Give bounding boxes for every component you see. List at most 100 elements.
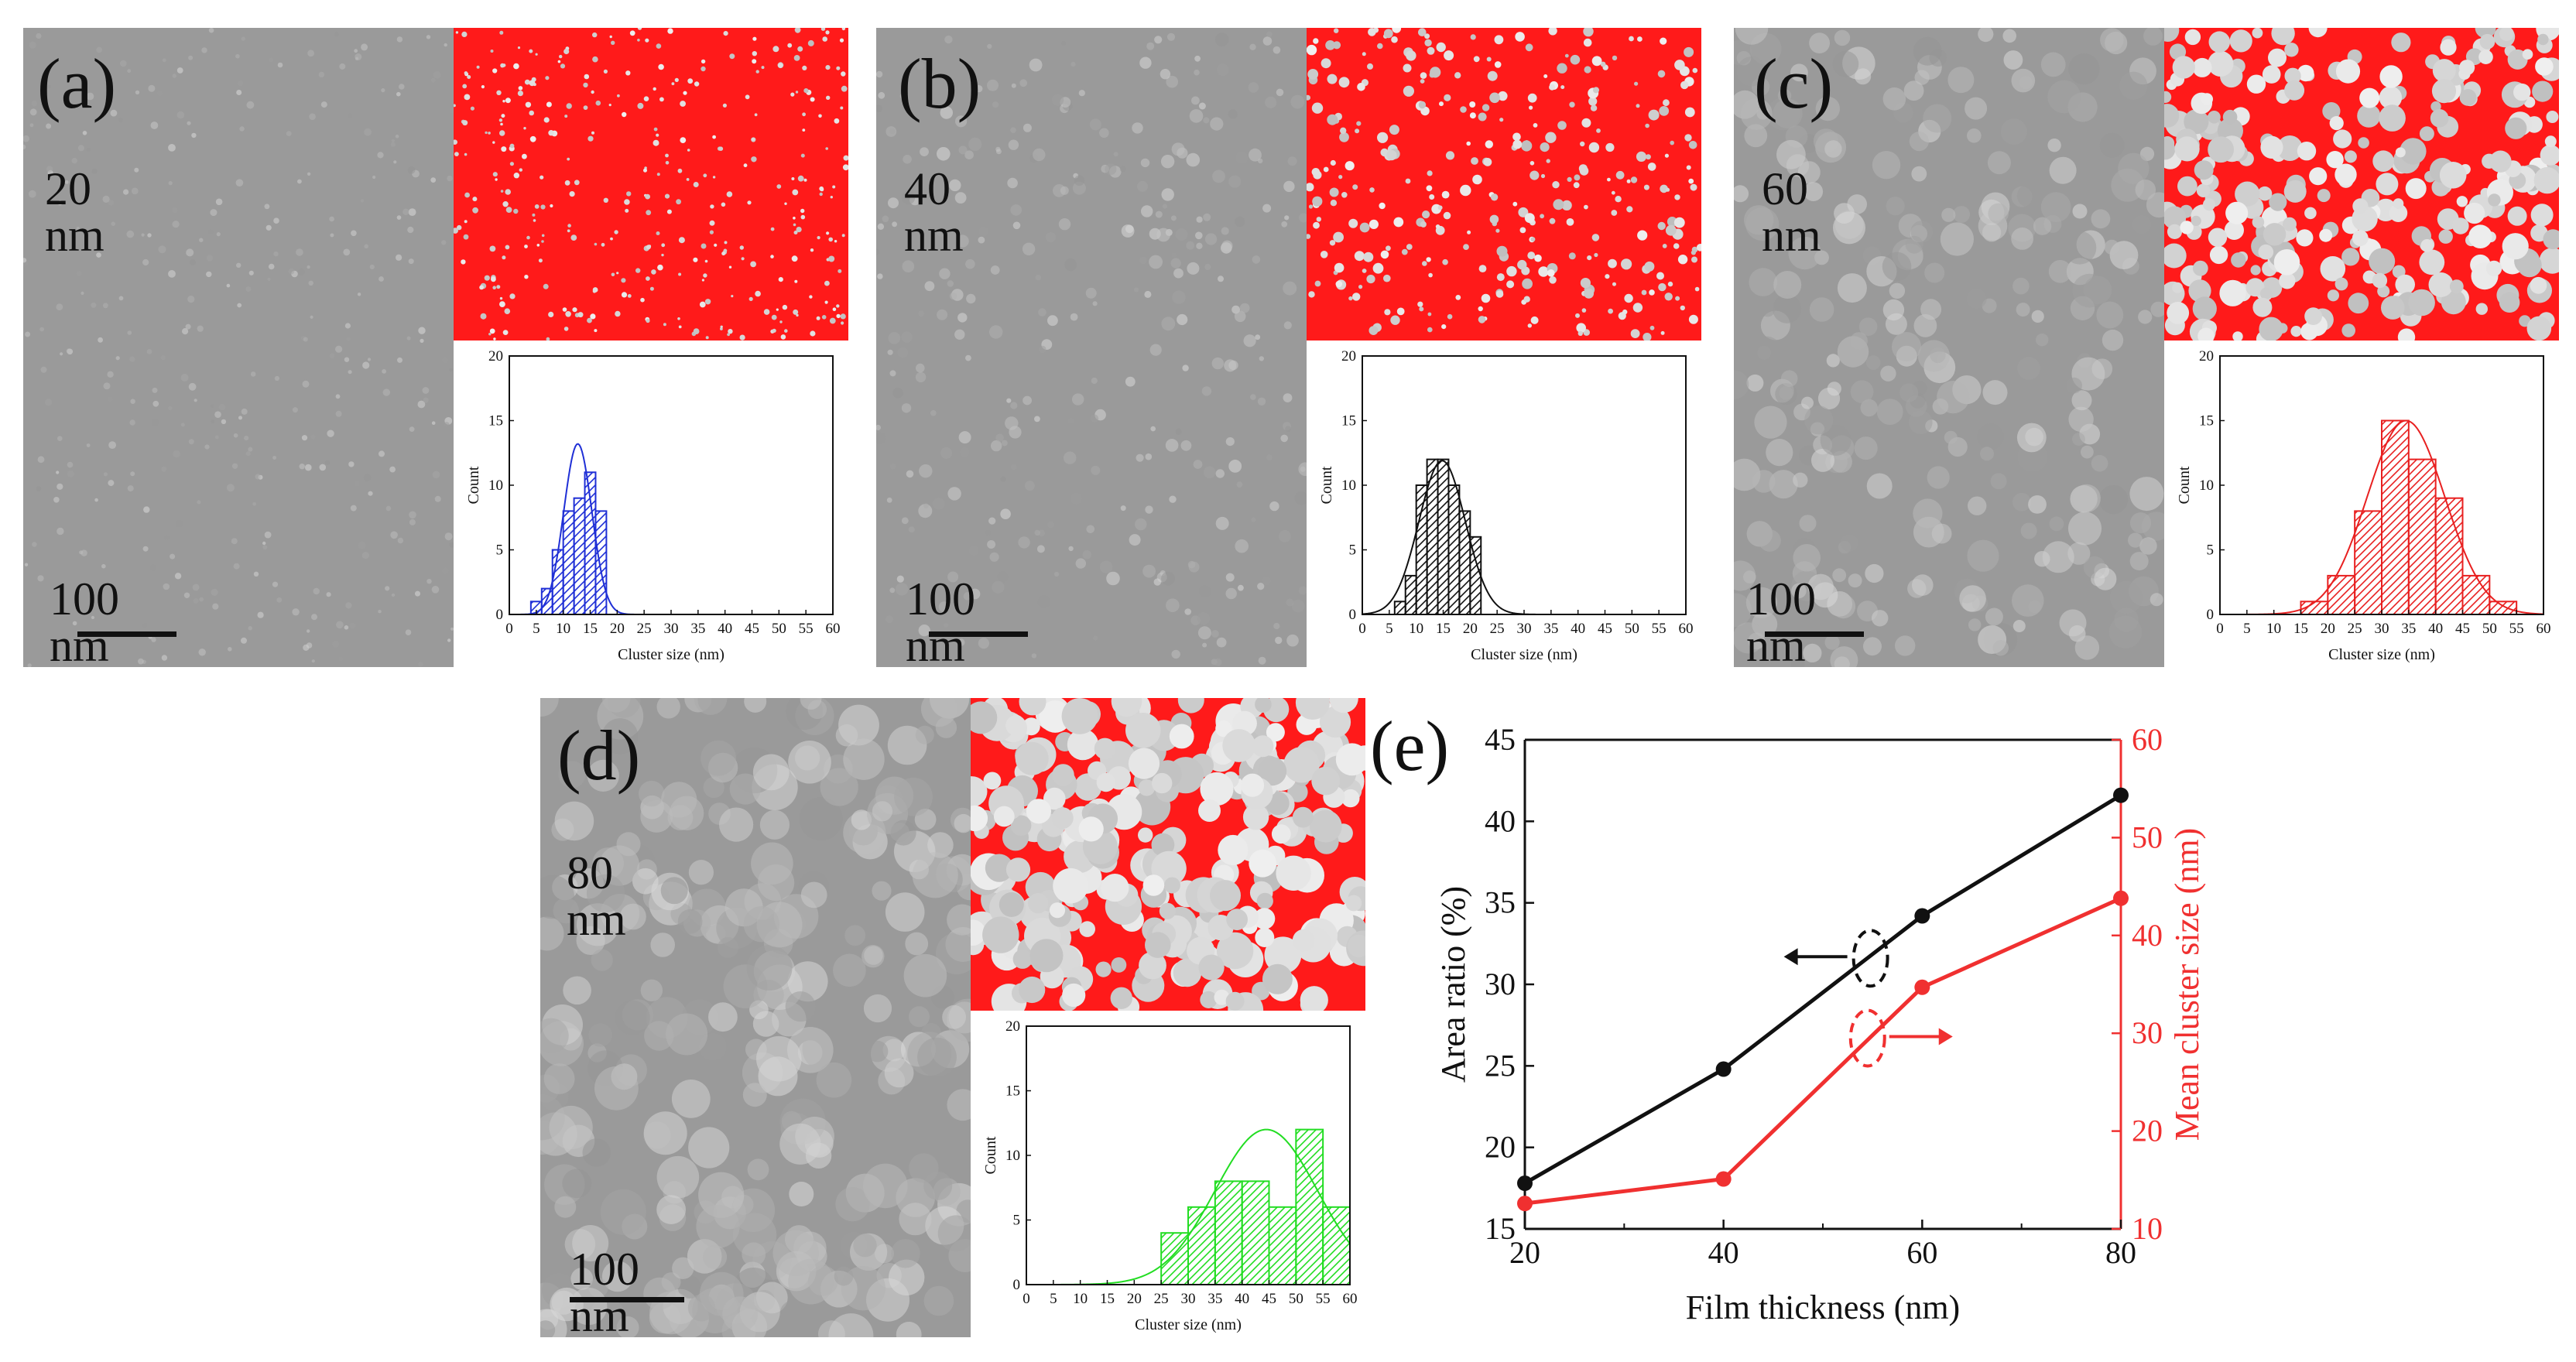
y-tick-label: 20	[1341, 348, 1356, 364]
segmented-background	[1307, 28, 1701, 340]
x-tick-label: 50	[1625, 621, 1639, 637]
x-tick-label: 30	[1517, 621, 1532, 637]
y-axis-label: Count	[2176, 466, 2193, 504]
segmented-clusters	[454, 28, 848, 340]
x-tick-label: 15	[1436, 621, 1451, 637]
scalebar-b	[929, 631, 1028, 637]
x-tick-label: 35	[690, 621, 705, 637]
histogram-bar	[1322, 1206, 1351, 1285]
x-tick-label: 15	[1100, 1291, 1115, 1307]
left-y-tick-label: 15	[1485, 1211, 1516, 1246]
mean-cluster-size-line	[1524, 896, 2122, 1206]
x-tick-label: 25	[637, 621, 652, 637]
y-tick-label: 20	[1005, 1018, 1020, 1035]
segmented-clusters	[1307, 28, 1701, 340]
right-y-tick-label: 30	[2132, 1015, 2163, 1050]
x-tick-label: 60	[1679, 621, 1694, 637]
scalebar-d	[570, 1297, 684, 1302]
sem-grains	[540, 698, 971, 1337]
x-tick-label: 30	[1181, 1291, 1196, 1307]
y-tick-label: 10	[488, 477, 503, 494]
x-tick-label: 20	[1463, 621, 1478, 637]
x-tick-label: 30	[664, 621, 679, 637]
right-arrow-head	[1938, 1028, 1953, 1045]
x-tick-label: 0	[1023, 1291, 1030, 1307]
y-tick-label: 15	[1341, 413, 1356, 429]
histogram-bar	[573, 497, 586, 615]
x-tick-label: 40	[718, 621, 732, 637]
x-tick-label: 20	[610, 621, 625, 637]
histogram-bar	[1415, 484, 1428, 615]
segmented-clusters	[971, 698, 1365, 1011]
x-tick-label: 5	[1386, 621, 1393, 637]
panel-label-c: (c)	[1754, 44, 1834, 123]
right-y-axis-label: Mean cluster size (nm)	[2168, 828, 2206, 1141]
histogram-bar	[1447, 484, 1461, 615]
x-tick-label: 50	[2482, 621, 2497, 637]
sem-image-a	[23, 28, 454, 667]
x-tick-label: 60	[826, 621, 841, 637]
x-tick-label: 45	[745, 621, 759, 637]
x-tick-label: 20	[2321, 621, 2335, 637]
segmented-clusters	[2164, 28, 2559, 340]
sem-grains	[23, 28, 454, 667]
x-axis-label: Cluster size (nm)	[2328, 646, 2435, 663]
histogram-d: 0 5 10 15 20 25 30 35 40 45 50 55 60 0 5 10 15 20 Cluster …	[971, 1011, 1365, 1337]
x-tick-label: 45	[1598, 621, 1612, 637]
y-tick-label: 10	[2199, 477, 2214, 494]
x-tick-label: 40	[1235, 1291, 1249, 1307]
x-axis-label: Cluster size (nm)	[1135, 1316, 1242, 1333]
histogram-bar	[2434, 497, 2464, 615]
left-y-tick-label: 20	[1485, 1130, 1516, 1165]
histogram-bar	[1437, 458, 1450, 615]
sem-image-d	[540, 698, 971, 1337]
y-tick-label: 15	[1005, 1083, 1020, 1100]
x-tick-label: 55	[1316, 1291, 1331, 1307]
scalebar-label-a: 100 nm	[50, 573, 119, 671]
segmented-image-d	[971, 698, 1365, 1011]
x-tick-label: 10	[1073, 1291, 1088, 1307]
scalebar-a	[77, 631, 176, 637]
y-axis-label: Count	[465, 466, 482, 504]
y-tick-label: 5	[1349, 542, 1357, 559]
histogram-bar	[540, 587, 553, 616]
x-tick-label: 60	[1343, 1291, 1358, 1307]
x-tick-label: 35	[1208, 1291, 1222, 1307]
area-ratio-point	[1914, 908, 1930, 924]
y-tick-label: 0	[496, 607, 504, 623]
x-axis-label: Cluster size (nm)	[618, 646, 724, 663]
x-tick-label: 15	[2293, 621, 2308, 637]
left-y-tick-label: 25	[1485, 1048, 1516, 1083]
sem-image-c	[1734, 28, 2164, 667]
x-tick-label: 35	[1543, 621, 1558, 637]
area-ratio-point	[1715, 1061, 1732, 1077]
x-tick-label: 5	[2243, 621, 2251, 637]
x-tick-label: 35	[2401, 621, 2416, 637]
sem-image-b	[876, 28, 1307, 667]
left-arrow-head	[1783, 948, 1798, 966]
right-y-tick-label: 10	[2132, 1211, 2163, 1246]
mean-cluster-size-point	[2113, 890, 2129, 906]
sem-background	[23, 28, 454, 667]
x-tick-label: 30	[2375, 621, 2389, 637]
x-tick-label: 50	[772, 621, 786, 637]
y-tick-label: 20	[488, 348, 503, 364]
panel-label-e: (e)	[1370, 707, 1450, 785]
x-tick-label: 55	[1652, 621, 1667, 637]
thickness-label-b: 40 nm	[904, 163, 964, 261]
x-tick-label: 80	[2105, 1235, 2136, 1270]
segmented-image-b	[1307, 28, 1701, 340]
histogram-bar	[551, 549, 564, 615]
x-tick-label: 25	[1490, 621, 1505, 637]
area-ratio-marker-ellipse	[1852, 929, 1889, 988]
x-tick-label: 55	[799, 621, 814, 637]
thickness-label-a: 20 nm	[45, 163, 104, 261]
mean-cluster-size-point	[1914, 979, 1930, 995]
histogram-bar	[1404, 574, 1417, 615]
scalebar-label-c: 100 nm	[1746, 573, 1816, 671]
x-tick-label: 60	[2537, 621, 2551, 637]
mean-cluster-size-point	[1715, 1171, 1732, 1187]
area-ratio-point	[2113, 787, 2129, 803]
x-tick-label: 10	[556, 621, 570, 637]
histogram-bar	[1268, 1206, 1297, 1285]
